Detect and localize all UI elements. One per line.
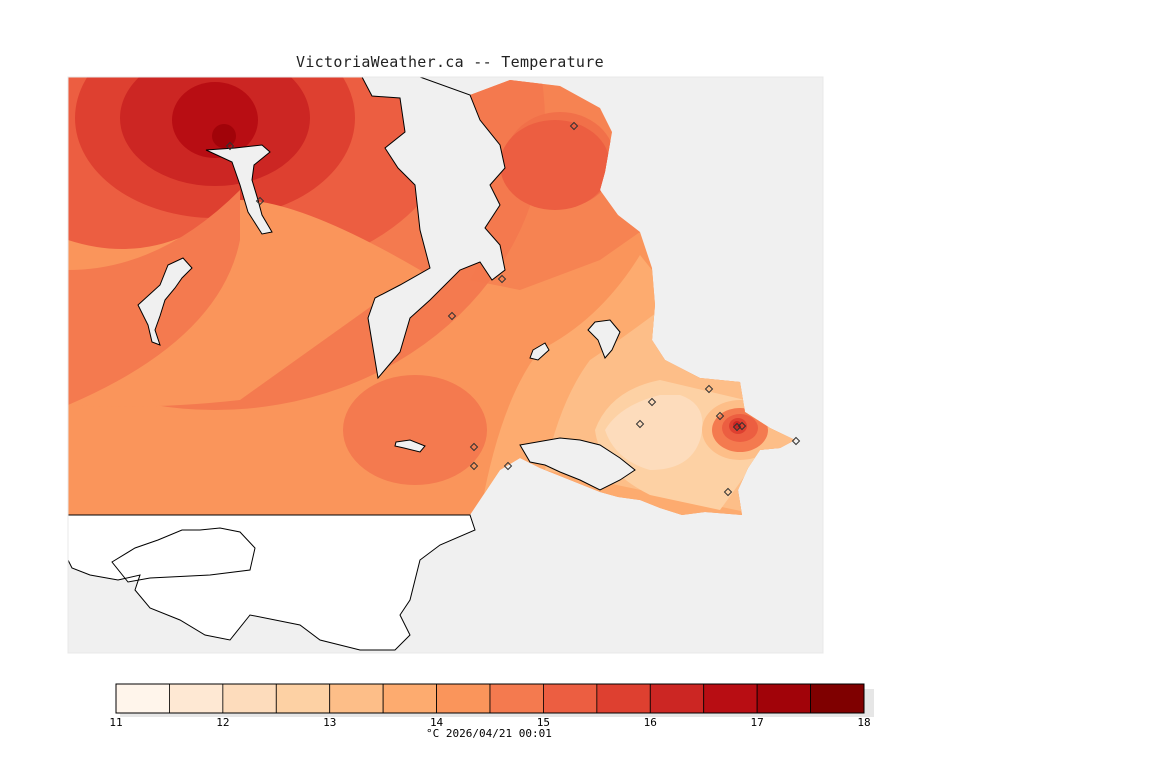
- water-features: [137, 76, 636, 491]
- lake-4: [529, 342, 550, 361]
- colorbar-cell: [329, 683, 384, 714]
- colorbar-tick-label: 18: [857, 716, 870, 729]
- colorbar-border: [115, 683, 865, 714]
- olympic-coast: [67, 514, 476, 651]
- colorbar-cell: [543, 683, 598, 714]
- map-title: VictoriaWeather.ca -- Temperature: [296, 53, 604, 71]
- colorbar-cell: [169, 683, 224, 714]
- colorbar-cell: [222, 683, 277, 714]
- colorbar-cell: [810, 683, 865, 714]
- colorbar-tick-label: 14: [430, 716, 444, 729]
- colorbar-tick-label: 16: [644, 716, 657, 729]
- temperature-contours: [68, 77, 795, 515]
- colorbar-tick-label: 12: [216, 716, 229, 729]
- station-marker-icon: [647, 397, 657, 407]
- colorbar-cell: [436, 683, 491, 714]
- station-marker-icon: [469, 461, 479, 471]
- colorbar-cell: [115, 683, 170, 714]
- colorbar-units-and-time: °C 2026/04/21 00:01: [426, 727, 552, 740]
- station-marker-icon: [497, 274, 507, 284]
- colorbar-cell: [382, 683, 437, 714]
- inlet-saanich: [361, 76, 506, 380]
- colorbar-cell: [649, 683, 705, 714]
- station-marker-icon: [447, 311, 457, 321]
- station-marker-icon: [715, 411, 725, 421]
- colorbar-cell: [489, 683, 544, 714]
- lake-2: [137, 257, 193, 346]
- station-marker-icon: [225, 141, 235, 151]
- lake-1: [205, 144, 273, 235]
- colorbar-cell: [703, 683, 758, 714]
- station-marker-icon: [723, 487, 733, 497]
- station-markers: [225, 121, 801, 497]
- colorbar-cell: [756, 683, 811, 714]
- map-frame: [67, 76, 824, 654]
- colorbar-tick-label: 15: [537, 716, 550, 729]
- harbour: [519, 437, 636, 491]
- station-marker-icon: [737, 421, 747, 431]
- station-marker-icon: [569, 121, 579, 131]
- lake-3: [587, 319, 621, 359]
- colorbar-cell: [275, 683, 331, 714]
- colorbar-tick-label: 13: [323, 716, 336, 729]
- colorbar-cell: [596, 683, 651, 714]
- colorbar-tick-label: 17: [751, 716, 764, 729]
- lake-5: [394, 439, 426, 453]
- station-marker-icon: [255, 196, 265, 206]
- colorbar-tick-label: 11: [109, 716, 122, 729]
- station-marker-icon: [469, 442, 479, 452]
- station-marker-icon: [791, 436, 801, 446]
- station-marker-icon: [635, 419, 645, 429]
- station-marker-icon: [503, 461, 513, 471]
- station-marker-icon: [704, 384, 714, 394]
